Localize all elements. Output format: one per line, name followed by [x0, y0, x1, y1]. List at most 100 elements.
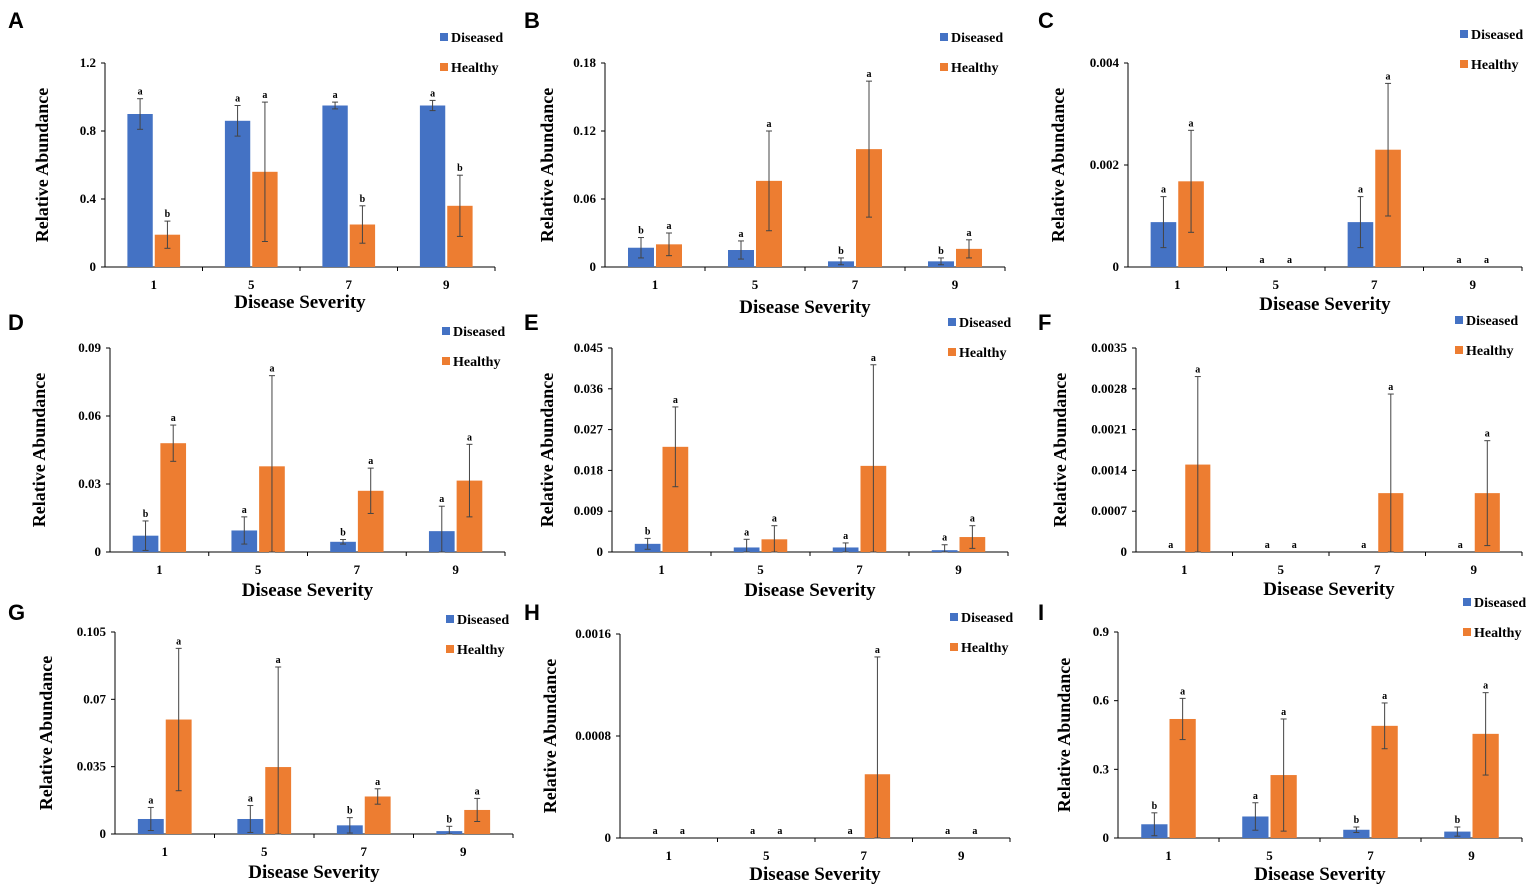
x-axis-title: Disease Severity: [1259, 294, 1391, 315]
y-tick-label: 0.4: [80, 191, 97, 206]
y-tick-label: 0.002: [1090, 157, 1119, 172]
significance-label: a: [138, 87, 143, 98]
y-tick-label: 0.009: [574, 503, 604, 518]
significance-label: a: [1259, 255, 1264, 266]
legend-label-healthy: Healthy: [1474, 626, 1521, 641]
x-tick-label: 1: [156, 562, 163, 577]
significance-label: b: [340, 528, 346, 539]
y-tick-label: 0: [1103, 830, 1110, 845]
x-tick-label: 7: [1371, 277, 1378, 292]
significance-label: a: [1287, 255, 1292, 266]
y-tick-label: 0.06: [573, 191, 596, 206]
significance-label: a: [276, 655, 281, 666]
legend-swatch-healthy: [1455, 346, 1463, 354]
significance-label: a: [750, 826, 755, 837]
legend-label-healthy: Healthy: [453, 355, 500, 370]
significance-label: a: [777, 826, 782, 837]
significance-label: a: [1388, 382, 1393, 393]
x-tick-label: 1: [1174, 277, 1181, 292]
y-tick-label: 0.03: [78, 476, 101, 491]
y-tick-label: 1.2: [80, 55, 96, 70]
y-tick-label: 0.06: [78, 408, 101, 423]
x-tick-label: 7: [861, 848, 868, 863]
significance-label: b: [1354, 815, 1360, 826]
legend-swatch-diseased: [446, 615, 454, 623]
y-tick-label: 0.09: [78, 340, 101, 355]
x-tick-label: 9: [1468, 848, 1475, 863]
significance-label: a: [744, 527, 749, 538]
significance-label: a: [430, 88, 435, 99]
legend-swatch-healthy: [442, 357, 450, 365]
x-axis-title: Disease Severity: [739, 297, 871, 318]
chart-panel-f: F 0 0.0007 0.0014 0.0021 0.0028 0.0035 Relative…: [1038, 310, 1523, 600]
y-tick-label: 0: [90, 259, 97, 274]
y-tick-label: 0: [1113, 259, 1120, 274]
significance-label: a: [1168, 540, 1173, 551]
significance-label: a: [680, 826, 685, 837]
x-tick-label: 9: [460, 844, 467, 859]
y-tick-label: 0.0028: [1091, 381, 1127, 396]
x-tick-label: 1: [162, 844, 169, 859]
x-tick-label: 1: [151, 277, 158, 292]
x-tick-label: 9: [952, 277, 959, 292]
significance-label: a: [871, 353, 876, 364]
x-tick-label: 5: [1278, 562, 1285, 577]
legend-label-healthy: Healthy: [451, 61, 498, 76]
significance-label: a: [1180, 686, 1185, 697]
legend-swatch-healthy: [440, 63, 448, 71]
x-tick-label: 5: [1273, 277, 1280, 292]
legend-label-healthy: Healthy: [959, 346, 1006, 361]
significance-label: a: [475, 786, 480, 797]
y-tick-label: 0.9: [1093, 624, 1110, 639]
bar-diseased: [1343, 829, 1370, 838]
x-tick-label: 1: [652, 277, 659, 292]
y-tick-label: 0.105: [77, 624, 107, 639]
bar-diseased: [330, 541, 356, 552]
x-tick-label: 7: [361, 844, 368, 859]
y-tick-label: 0: [95, 544, 102, 559]
significance-label: a: [1292, 540, 1297, 551]
x-tick-label: 9: [443, 277, 450, 292]
legend-swatch-healthy: [948, 348, 956, 356]
y-tick-label: 0: [590, 259, 597, 274]
significance-label: b: [645, 526, 651, 537]
y-tick-label: 0.036: [574, 381, 604, 396]
significance-label: a: [235, 94, 240, 105]
significance-label: a: [1484, 255, 1489, 266]
y-tick-label: 0.0014: [1091, 462, 1127, 477]
x-tick-label: 7: [852, 277, 859, 292]
legend-swatch-diseased: [442, 327, 450, 335]
y-axis-title: Relative Abundance: [1048, 88, 1068, 243]
x-tick-label: 7: [354, 562, 361, 577]
y-tick-label: 0.18: [573, 55, 596, 70]
significance-label: a: [333, 90, 338, 101]
legend-label-healthy: Healthy: [1466, 344, 1513, 359]
chart-panel-b: B 0 0.06 0.12 0.18 Relative Abundance 1 b a 5 a a 7 b…: [524, 8, 1006, 318]
significance-label: a: [1483, 681, 1488, 692]
significance-label: a: [1281, 707, 1286, 718]
x-tick-label: 9: [958, 848, 965, 863]
legend-label-healthy: Healthy: [457, 643, 504, 658]
legend-label-diseased: Diseased: [959, 316, 1011, 331]
significance-label: a: [1456, 255, 1461, 266]
significance-label: b: [347, 806, 353, 817]
x-tick-label: 5: [255, 562, 262, 577]
x-tick-label: 5: [1266, 848, 1273, 863]
y-tick-label: 0.8: [80, 123, 97, 138]
significance-label: a: [667, 221, 672, 232]
y-axis-title: Relative Abundance: [537, 373, 557, 528]
panel-letter: H: [524, 600, 540, 625]
x-tick-label: 9: [1470, 277, 1477, 292]
x-tick-label: 7: [346, 277, 353, 292]
significance-label: a: [875, 645, 880, 656]
x-tick-label: 5: [261, 844, 268, 859]
legend-label-diseased: Diseased: [1474, 596, 1526, 611]
significance-label: b: [638, 226, 644, 237]
y-tick-label: 0.0021: [1091, 422, 1127, 437]
y-tick-label: 0: [1121, 544, 1128, 559]
x-axis-title: Disease Severity: [242, 580, 374, 601]
significance-label: b: [360, 194, 366, 205]
significance-label: a: [945, 826, 950, 837]
